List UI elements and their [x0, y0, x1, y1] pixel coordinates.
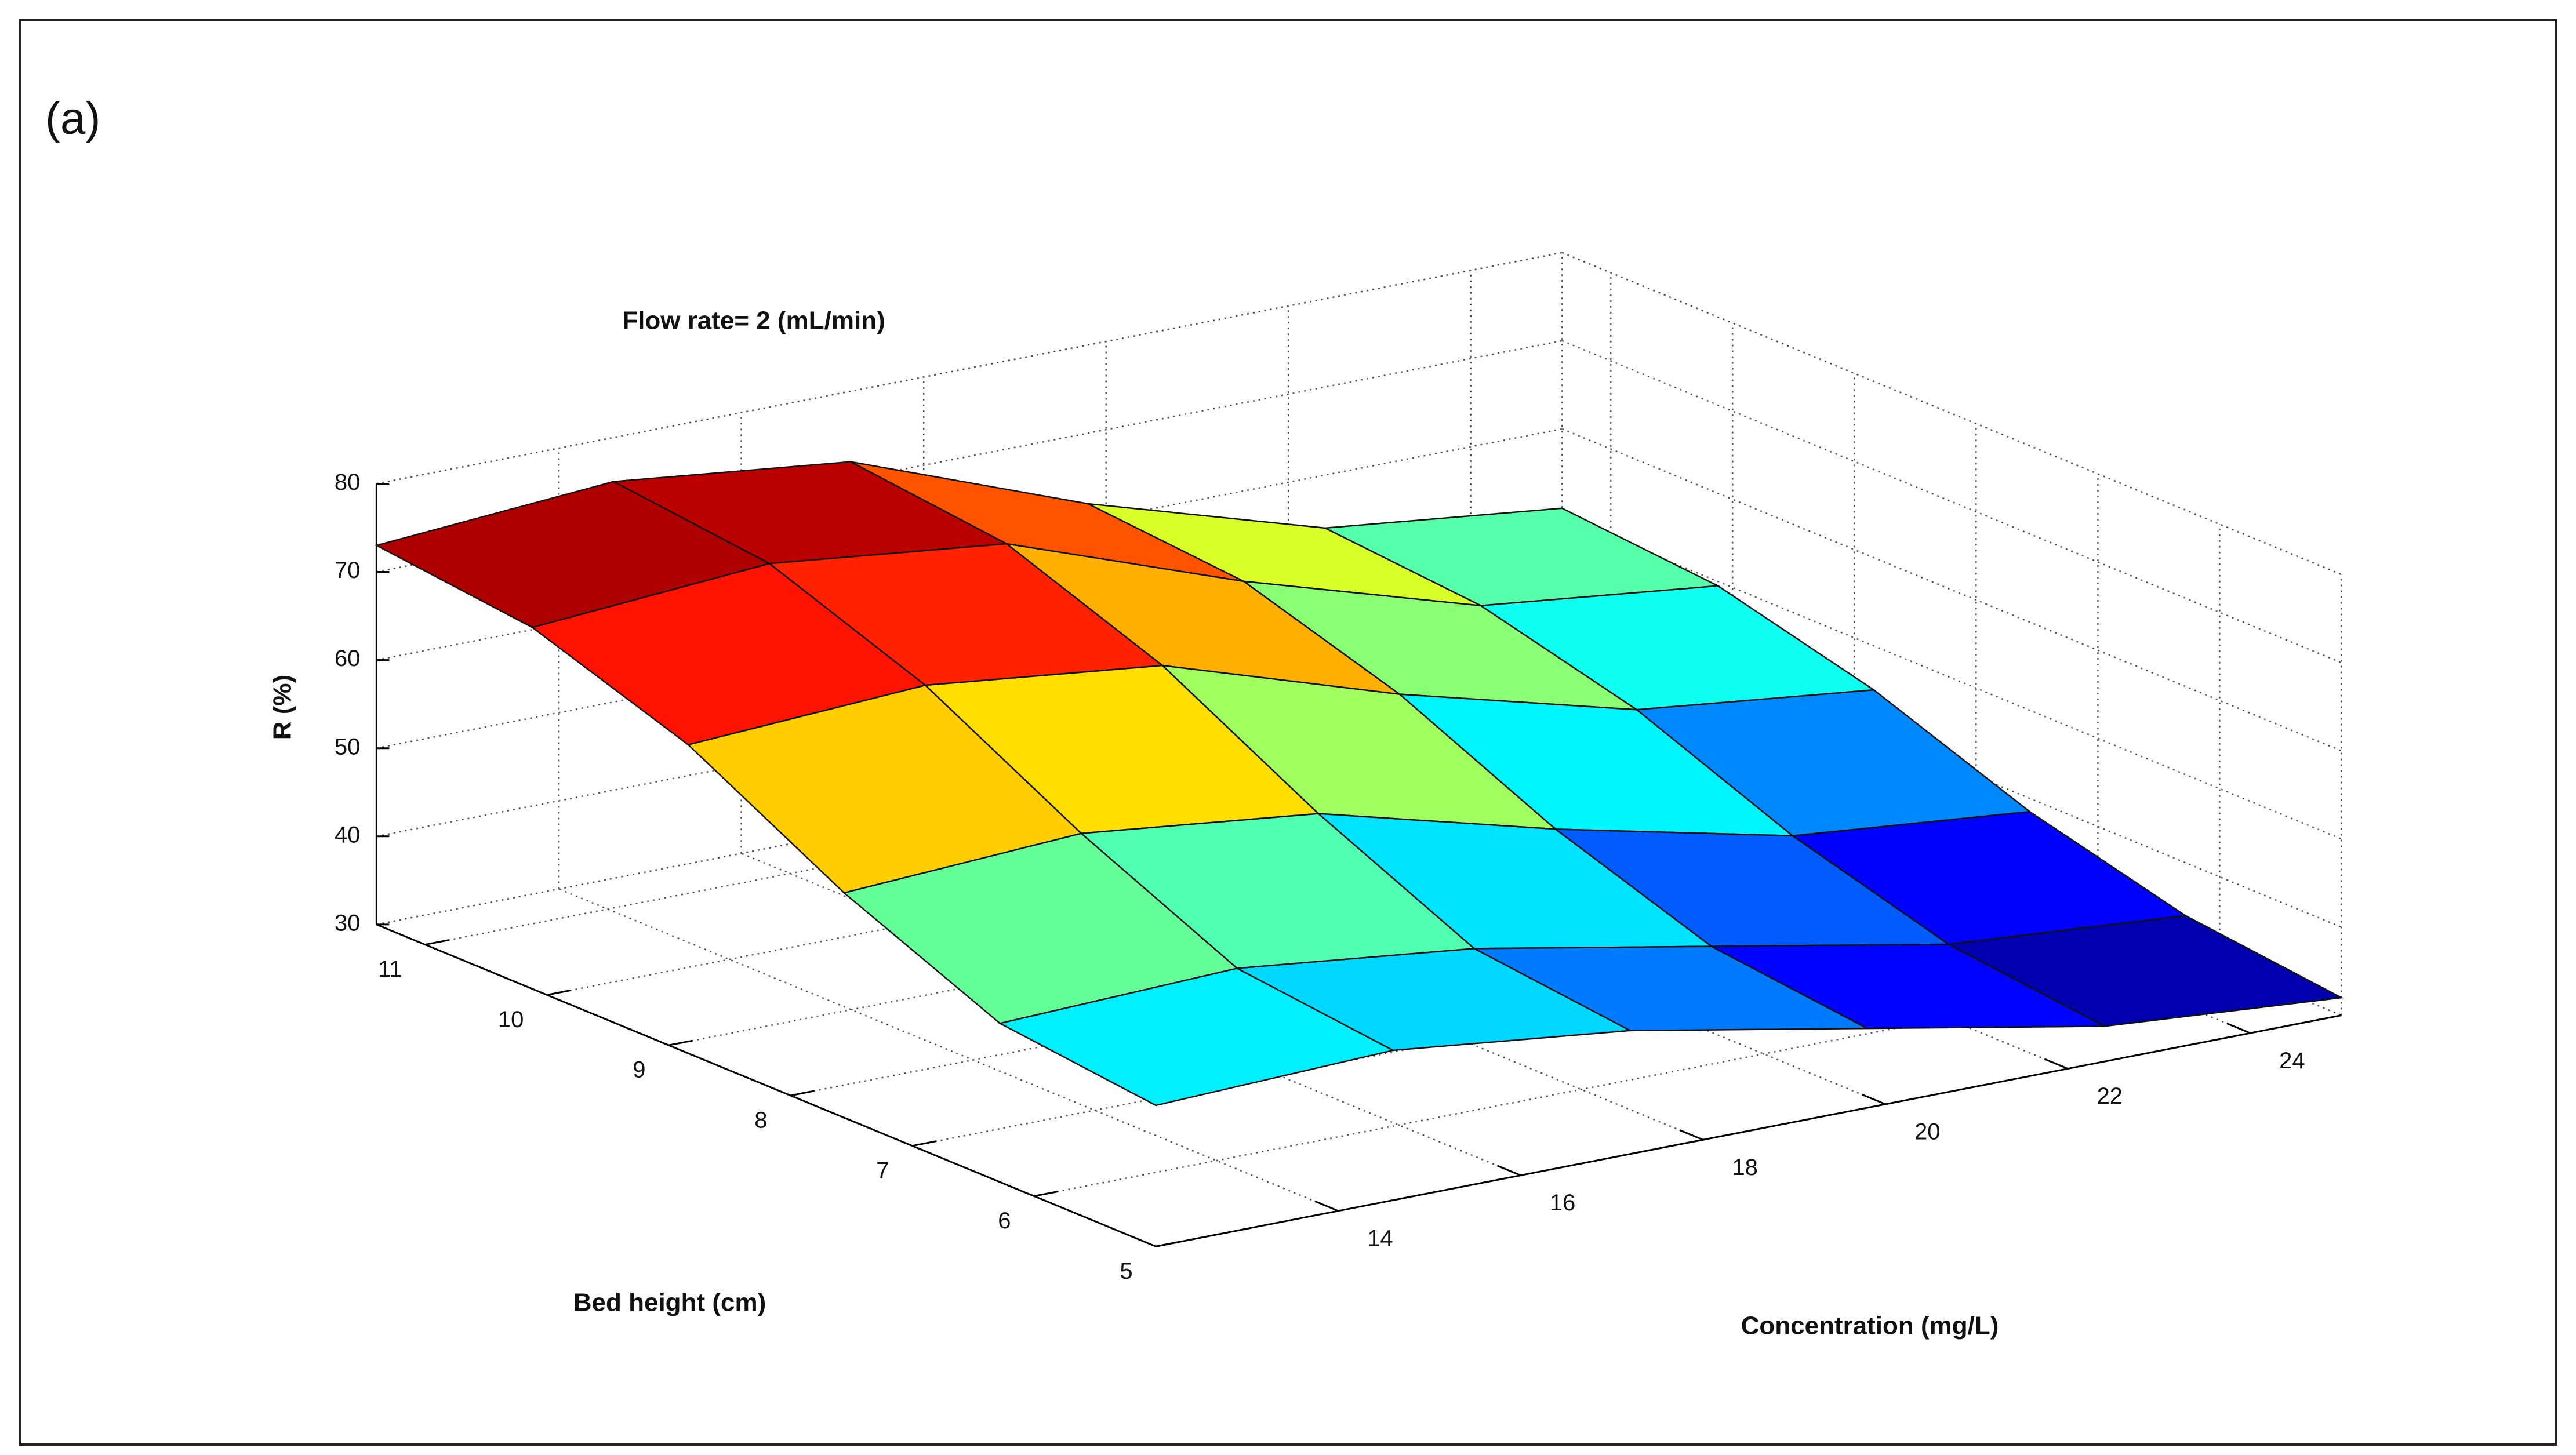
y-tick-label: 9 — [633, 1057, 645, 1083]
y-tick-label: 11 — [378, 956, 402, 982]
y-tick-label: 10 — [498, 1007, 524, 1032]
z-tick-label: 70 — [335, 558, 361, 583]
grid-line — [1034, 964, 2220, 1197]
y-tick — [425, 939, 449, 946]
y-tick — [1034, 1191, 1058, 1197]
x-tick-label: 14 — [1367, 1225, 1393, 1251]
x-tick — [1496, 1165, 1521, 1176]
y-tick — [790, 1090, 815, 1097]
x-tick — [1314, 1200, 1339, 1212]
x-tick — [2044, 1058, 2069, 1070]
x-tick-label: 22 — [2097, 1083, 2123, 1109]
z-tick-label: 80 — [335, 470, 361, 495]
z-tick-label: 60 — [335, 646, 361, 671]
grid-line — [376, 340, 1563, 573]
x-tick — [1862, 1093, 1886, 1105]
grid-line — [1561, 340, 2342, 664]
plot-area: 30 40 50 60 70 80 5 6 7 8 9 10 11 14 16 18 20 22 24 — [335, 252, 2344, 1284]
y-tick-label: 5 — [1120, 1258, 1132, 1284]
x-tick-label: 20 — [1914, 1119, 1941, 1144]
grid-line — [558, 888, 1339, 1212]
y-tick — [668, 1039, 693, 1046]
x-axis-label: Concentration (mg/L) — [1741, 1312, 1999, 1340]
y-tick — [912, 1140, 936, 1147]
x-tick-label: 24 — [2279, 1048, 2305, 1074]
x-tick — [2226, 1023, 2251, 1034]
x-axis — [1156, 1014, 2342, 1247]
z-tick-label: 30 — [335, 910, 361, 936]
x-tick-label: 18 — [1732, 1155, 1758, 1180]
grid-line — [1561, 516, 2342, 840]
y-tick-label: 6 — [998, 1208, 1011, 1234]
y-tick — [1156, 1241, 1180, 1247]
grid-line — [376, 252, 1563, 485]
chart-title: Flow rate= 2 (mL/min) — [622, 307, 885, 335]
y-tick-label: 7 — [876, 1158, 889, 1183]
x-tick — [1679, 1129, 1703, 1141]
y-axis-label: Bed height (cm) — [573, 1289, 766, 1317]
y-tick — [547, 989, 571, 996]
y-tick-label: 8 — [754, 1107, 767, 1133]
y-axis — [376, 923, 1157, 1247]
panel-label: (a) — [45, 93, 100, 144]
x-tick-label: 16 — [1550, 1190, 1576, 1216]
grid-line — [1561, 428, 2342, 752]
z-axis-label: R (%) — [268, 675, 297, 740]
surface-cell — [998, 967, 1396, 1107]
z-tick-label: 40 — [335, 822, 361, 847]
grid-line — [1561, 252, 2342, 576]
z-tick-label: 50 — [335, 734, 361, 759]
